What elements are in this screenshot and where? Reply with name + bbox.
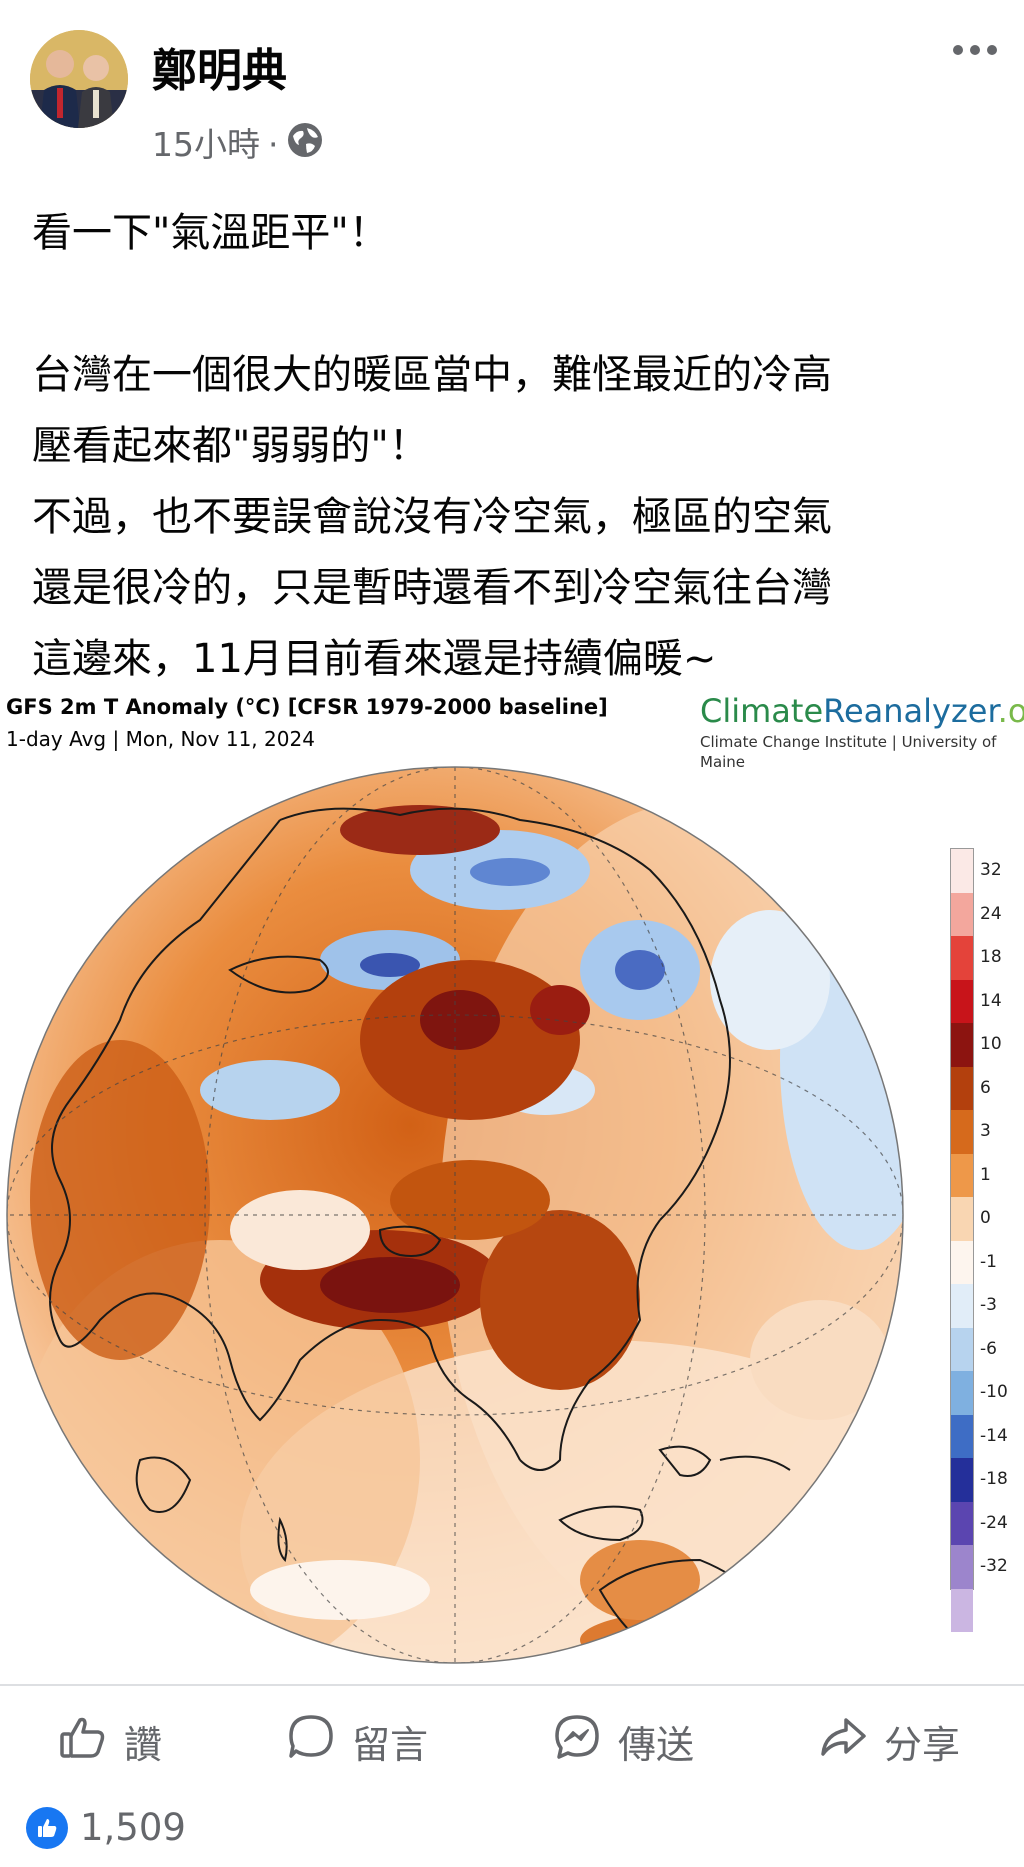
colorbar-segment [951, 1327, 973, 1372]
post-text-line: 這邊來，11月目前看來還是持續偏暖~ [32, 636, 717, 682]
colorbar-tick-label: 6 [980, 1077, 991, 1098]
colorbar-segment [951, 1284, 973, 1328]
brand-part: .org [997, 692, 1024, 730]
colorbar-tick-label: -24 [980, 1512, 1008, 1533]
colorbar-segment [951, 1110, 973, 1154]
comment-label: 留言 [352, 1722, 429, 1767]
colorbar-tick-label: 0 [980, 1208, 991, 1228]
colorbar-tick-label: 1 [980, 1164, 991, 1185]
brand-logo: ClimateReanalyzer.org [700, 692, 1024, 730]
avatar[interactable] [30, 30, 128, 128]
anomaly-globe-map [6, 766, 904, 1664]
colorbar-segment [951, 936, 973, 980]
colorbar-tick-label: -1 [980, 1251, 997, 1272]
post-header: 鄭明典 15小時 · [0, 0, 1024, 170]
post-meta: 15小時 · [152, 122, 323, 167]
colorbar-segment [951, 1066, 973, 1111]
like-button[interactable]: 讚 [58, 1686, 162, 1796]
colorbar-tick-label: -3 [980, 1295, 997, 1315]
send-button[interactable]: 傳送 [552, 1686, 694, 1796]
colorbar-segment [951, 1023, 973, 1067]
colorbar-segment [951, 1371, 973, 1415]
colorbar-tick-label: 3 [980, 1121, 991, 1141]
colorbar [950, 848, 974, 1633]
post-actions: 讚 留言 傳送 分享 [0, 1686, 1024, 1796]
post-text-line: 還是很冷的，只是暫時還看不到冷空氣往台灣 [32, 565, 832, 611]
map-title: GFS 2m T Anomaly (°C) [CFSR 1979-2000 ba… [6, 695, 608, 719]
brand-part: Climate [700, 692, 824, 730]
colorbar-tick-label: 14 [980, 990, 1002, 1011]
colorbar-tick-label: 18 [980, 947, 1002, 967]
post-text-line: 看一下"氣溫距平"！ [32, 210, 389, 256]
reaction-summary[interactable]: 1,509 [26, 1806, 186, 1850]
brand-part: Reanalyzer [823, 692, 998, 730]
thumbs-up-icon [58, 1712, 124, 1771]
brand-subtitle: Climate Change Institute | University of… [700, 733, 997, 771]
globe-icon [287, 122, 323, 167]
comment-button[interactable]: 留言 [286, 1686, 428, 1796]
colorbar-tick-label: -6 [980, 1338, 997, 1359]
colorbar-tick-label: 32 [980, 860, 1002, 880]
post-text-line: 不過，也不要誤會說沒有冷空氣，極區的空氣 [32, 494, 832, 540]
colorbar-segment [951, 1414, 973, 1459]
post-text-line: 台灣在一個很大的暖區當中，難怪最近的冷高 [32, 352, 832, 398]
colorbar-segment [951, 1501, 973, 1546]
colorbar-tick-label: -32 [980, 1556, 1008, 1576]
colorbar-segment [951, 849, 973, 893]
like-reaction-icon [26, 1807, 68, 1849]
messenger-icon [552, 1712, 618, 1771]
author-name[interactable]: 鄭明典 [152, 44, 288, 97]
colorbar-tick-label: -10 [980, 1382, 1008, 1402]
colorbar-segment [951, 1197, 973, 1241]
comment-icon [286, 1712, 352, 1771]
share-button[interactable]: 分享 [818, 1686, 960, 1796]
meta-separator: · [268, 124, 279, 164]
colorbar-segment [951, 1153, 973, 1198]
colorbar-tick-label: 10 [980, 1034, 1002, 1054]
like-label: 讚 [124, 1722, 163, 1767]
divider [0, 1684, 1024, 1686]
colorbar-segment [951, 1240, 973, 1285]
colorbar-segment [951, 1588, 973, 1633]
colorbar-segment [951, 979, 973, 1024]
share-label: 分享 [884, 1722, 961, 1767]
post-text-line: 壓看起來都"弱弱的"！ [32, 423, 429, 469]
colorbar-tick-label: -14 [980, 1425, 1008, 1446]
post-time[interactable]: 15小時 [152, 124, 260, 164]
colorbar-segment [951, 892, 973, 937]
share-arrow-icon [818, 1712, 884, 1771]
colorbar-tick-label: -18 [980, 1469, 1008, 1489]
send-label: 傳送 [618, 1722, 695, 1767]
more-dots-icon[interactable] [950, 40, 1000, 60]
post-text: 看一下"氣溫距平"！ 台灣在一個很大的暖區當中，難怪最近的冷高 壓看起來都"弱弱… [32, 198, 992, 695]
colorbar-segment [951, 1458, 973, 1502]
colorbar-segment [951, 1545, 973, 1589]
colorbar-tick-label: 24 [980, 903, 1002, 924]
map-subtitle: 1-day Avg | Mon, Nov 11, 2024 [6, 727, 315, 751]
like-count: 1,509 [80, 1806, 186, 1849]
